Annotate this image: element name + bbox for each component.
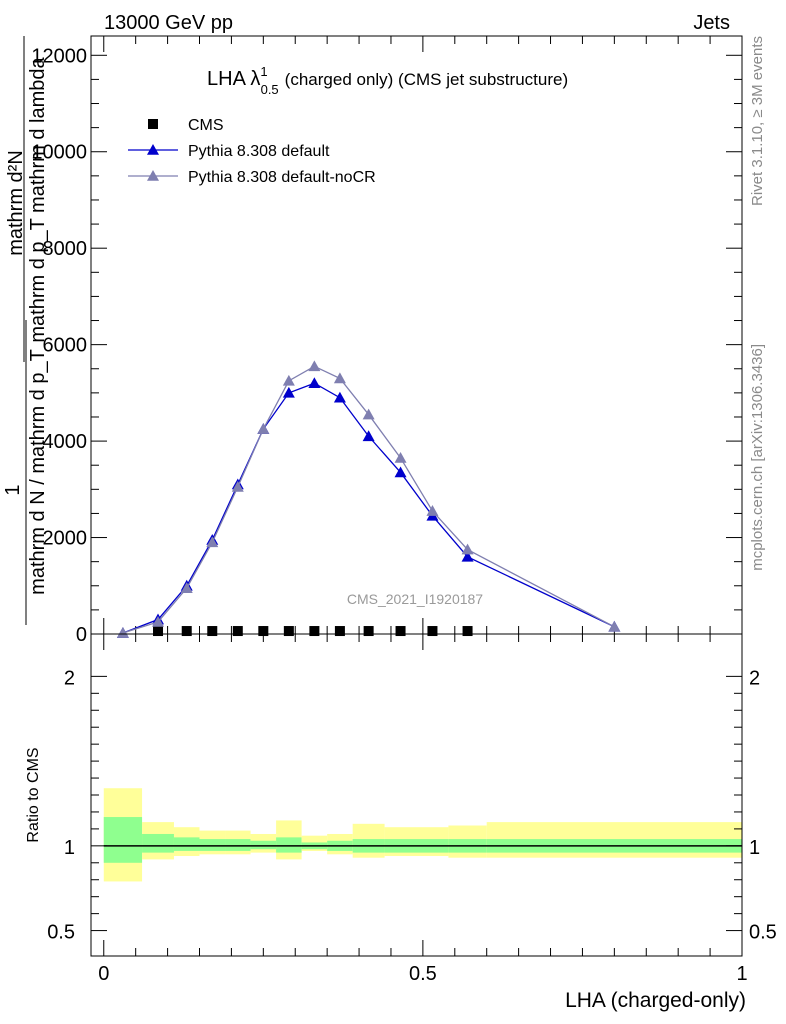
legend-label-pythia-nocr: Pythia 8.308 default-noCR <box>188 169 376 186</box>
main-y-tick-label: 4000 <box>43 431 88 453</box>
data-point-pythia-nocr <box>333 372 346 384</box>
data-point-cms <box>258 626 269 637</box>
data-point-cms <box>181 626 192 637</box>
data-point-cms <box>153 626 164 637</box>
main-y-tick-label: 10000 <box>31 142 87 164</box>
y-label-bottom: mathrm d N / mathrm d p_T <box>27 349 49 595</box>
x-tick-label: 1 <box>736 963 747 985</box>
data-point-pythia-default <box>333 391 346 403</box>
data-point-pythia-nocr <box>282 374 295 386</box>
ratio-inner-band <box>173 837 200 851</box>
y-label-denominator: mathrm d p_T mathrm d lambda <box>27 56 49 342</box>
main-y-axis: 0 2000 4000 6000 8000 10000 12000 <box>31 45 742 646</box>
legend-marker-pythia-nocr <box>147 170 159 181</box>
data-point-pythia-nocr <box>231 480 244 492</box>
data-point-cms <box>232 626 243 637</box>
x-axis-label: LHA (charged-only) <box>565 989 746 1012</box>
ratio-x-axis: 0 0.5 1 <box>98 634 748 985</box>
data-point-pythia-nocr <box>206 536 219 548</box>
legend-label-cms: CMS <box>188 117 224 134</box>
main-y-tick-label: 8000 <box>43 238 88 260</box>
main-panel: 0 2000 4000 6000 8000 10000 12000 CMS_2021_I19… <box>2 35 743 646</box>
data-point-cms <box>207 626 218 637</box>
data-point-pythia-nocr <box>426 505 439 516</box>
watermark-label: CMS_2021_I1920187 <box>347 591 483 607</box>
ratio-panel-frame <box>90 633 743 957</box>
ratio-panel: 0.5 0.51 12 2 0 0.5 1 Ratio to CMS LHA (charg… <box>25 633 777 1012</box>
x-tick-label: 0.5 <box>409 963 437 985</box>
main-y-tick-label: 6000 <box>43 335 88 357</box>
ratio-y-tick-label-right: 0.5 <box>749 922 777 944</box>
ratio-bands <box>103 788 742 882</box>
data-point-cms <box>462 626 473 637</box>
data-point-pythia-nocr <box>608 620 621 632</box>
ratio-y-tick-label-right: 1 <box>749 837 760 859</box>
data-point-pythia-nocr <box>257 423 270 434</box>
ratio-y-tick-label: 2 <box>64 667 75 689</box>
data-point-pythia-nocr <box>461 543 474 555</box>
data-point-cms <box>363 626 374 637</box>
main-y-tick-label: 0 <box>76 624 87 646</box>
plot-title-main: LHA λ <box>207 68 260 90</box>
energy-label: 13000 GeV pp <box>104 12 233 34</box>
ratio-y-axis: 0.5 0.5 1 1 2 2 <box>47 667 777 943</box>
data-point-pythia-default <box>394 466 407 478</box>
data-point-cms <box>395 626 406 637</box>
plot-title-sup: 1 <box>260 64 267 79</box>
rivet-label: Rivet 3.1.10, ≥ 3M events <box>749 36 766 206</box>
legend-marker-cms <box>148 119 158 129</box>
series-line-pythia-nocr <box>122 365 615 634</box>
data-point-cms <box>334 626 345 637</box>
data-point-pythia-default <box>282 386 295 398</box>
y-label-top: mathrm d²N <box>5 150 27 256</box>
ratio-y-label: Ratio to CMS <box>25 747 42 842</box>
mcplots-label: mcplots.cern.ch [arXiv:1306.3436] <box>749 344 766 571</box>
main-y-tick-label: 12000 <box>31 45 87 67</box>
data-point-pythia-nocr <box>308 360 321 372</box>
series-line-pythia-default <box>122 382 615 634</box>
y-label-one: 1 <box>2 484 24 495</box>
ratio-inner-band <box>142 833 174 853</box>
data-point-cms <box>427 626 438 637</box>
data-point-pythia-default <box>308 377 321 389</box>
ratio-y-tick-label: 1 <box>64 837 75 859</box>
process-label: Jets <box>693 12 730 34</box>
ratio-inner-band <box>276 837 302 853</box>
plot-title: LHA λ1 0.5 (charged only) (CMS jet substru… <box>207 64 568 97</box>
plot-title-rest: (charged only) (CMS jet substructure) <box>285 70 568 89</box>
data-point-pythia-default <box>362 430 375 442</box>
ratio-inner-band <box>103 817 143 863</box>
legend-label-pythia-default: Pythia 8.308 default <box>188 143 330 160</box>
ratio-inner-band <box>225 839 251 851</box>
ratio-inner-band <box>250 840 277 850</box>
plot-title-sub: 0.5 <box>261 82 279 97</box>
data-point-cms <box>283 626 294 637</box>
main-y-tick-label: 2000 <box>43 528 88 550</box>
data-point-pythia-nocr <box>116 627 129 638</box>
data-point-cms <box>309 626 320 637</box>
data-point-pythia-nocr <box>394 451 407 463</box>
data-point-pythia-nocr <box>362 408 375 420</box>
data-point-pythia-default <box>461 550 474 562</box>
main-series <box>116 360 621 638</box>
ratio-y-tick-label-right: 2 <box>749 667 760 689</box>
ratio-inner-band <box>199 839 226 851</box>
ratio-y-tick-label: 0.5 <box>47 922 75 944</box>
x-tick-label: 0 <box>98 963 109 985</box>
data-point-pythia-nocr <box>152 615 165 627</box>
legend-marker-pythia-default <box>147 144 159 155</box>
data-point-pythia-nocr <box>180 582 193 593</box>
legend: CMS Pythia 8.308 default Pythia 8.308 defa… <box>128 117 376 186</box>
main-y-label: mathrm d²N mathrm d p_T mathrm d lambda … <box>2 36 49 625</box>
